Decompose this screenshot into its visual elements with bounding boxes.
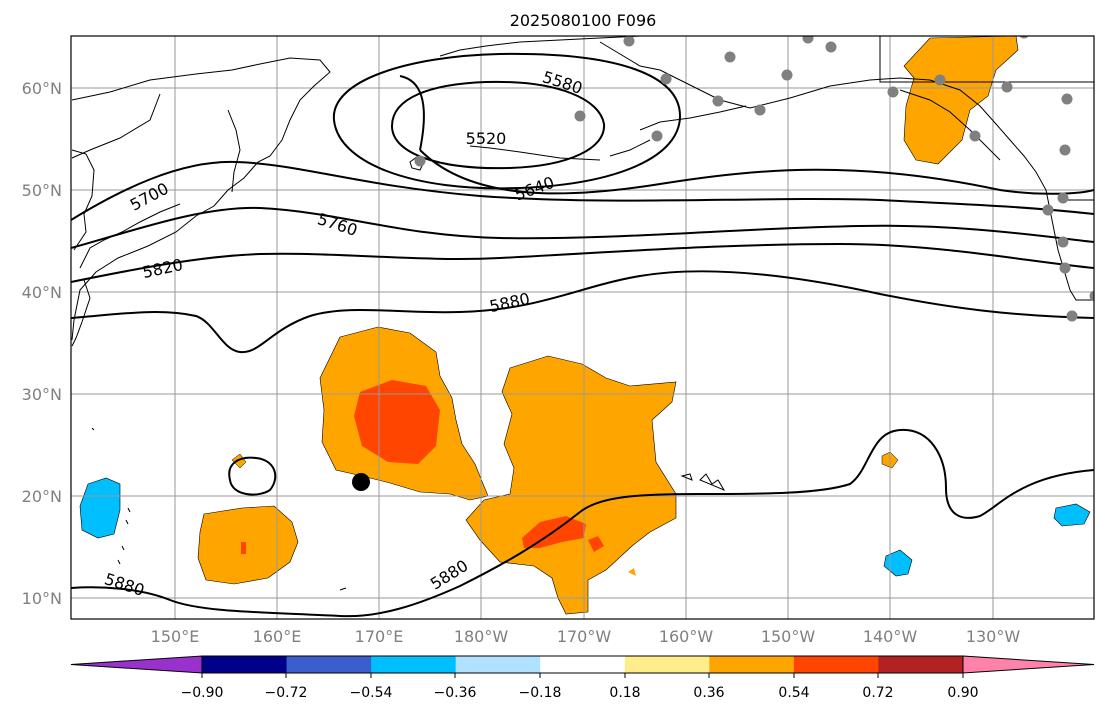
lon-label: 140°W — [863, 627, 918, 646]
lon-label: 180°W — [454, 627, 509, 646]
map-frame — [70, 35, 1095, 620]
colorbar-segment — [793, 656, 879, 673]
lat-label: 60°N — [22, 79, 62, 98]
colorbar-segment — [540, 656, 626, 673]
contour-5760 — [71, 206, 1094, 249]
colorbar-extension-high — [962, 655, 1095, 674]
anomaly-region-negative-west — [79, 477, 121, 539]
anomaly-region-negative-east1 — [883, 549, 913, 577]
colorbar-segments — [70, 655, 1095, 674]
lon-label: 150°E — [151, 627, 200, 646]
latitude-labels: 10°N 20°N 30°N 40°N 50°N 60°N — [22, 79, 62, 608]
colorbar-tick-label: −0.72 — [265, 685, 308, 701]
lat-label: 40°N — [22, 283, 62, 302]
positive-anomaly-areas — [197, 36, 1019, 615]
negative-anomaly-areas — [79, 477, 1091, 577]
contour-5700 — [71, 160, 1094, 221]
anomaly-region-negative-east2 — [1053, 503, 1091, 527]
colorbar-segment — [878, 656, 964, 673]
colorbar-tick-label: 0.54 — [778, 685, 809, 701]
contour-5820 — [71, 242, 1094, 283]
anomaly-region-west — [197, 505, 299, 585]
colorbar-segment — [624, 656, 710, 673]
lat-label: 10°N — [22, 589, 62, 608]
colorbar-tick-labels: −0.90 −0.72 −0.54 −0.36 −0.18 0.18 0.36 … — [181, 685, 979, 701]
lat-label: 30°N — [22, 385, 62, 404]
contour-label: 5520 — [466, 129, 507, 148]
colorbar-ticks — [201, 673, 964, 678]
coastlines — [71, 36, 1094, 591]
colorbar: −0.90 −0.72 −0.54 −0.36 −0.18 0.18 0.36 … — [70, 655, 1095, 701]
lon-label: 130°W — [966, 627, 1021, 646]
lon-label: 150°W — [761, 627, 816, 646]
lon-label: 170°E — [355, 627, 404, 646]
colorbar-tick-label: −0.54 — [350, 685, 393, 701]
colorbar-extension-low — [70, 655, 203, 674]
station-markers — [414, 36, 1094, 322]
contour-5880-south — [71, 428, 1094, 618]
anomaly-region-northamerica — [903, 36, 1019, 165]
colorbar-tick-label: 0.90 — [947, 685, 978, 701]
height-contours — [71, 52, 1094, 618]
colorbar-segment — [286, 656, 372, 673]
contour-5640-west — [399, 75, 425, 151]
contour-5880-loop — [228, 456, 277, 496]
colorbar-frame — [201, 655, 964, 674]
colorbar-tick-label: −0.90 — [181, 685, 224, 701]
anomaly-core-central — [354, 380, 440, 464]
colorbar-segment — [709, 656, 795, 673]
colorbar-tick-label: 0.36 — [693, 685, 724, 701]
contour-5880-main — [71, 270, 1094, 354]
contour-5640 — [419, 149, 1094, 195]
contour-5520 — [390, 80, 606, 170]
map-title: 2025080100 F096 — [510, 11, 657, 30]
colorbar-tick-label: −0.18 — [519, 685, 562, 701]
colorbar-tick-label: −0.36 — [434, 685, 477, 701]
lat-label: 20°N — [22, 487, 62, 506]
lon-label: 160°E — [253, 627, 302, 646]
lon-label: 170°W — [557, 627, 612, 646]
colorbar-segment — [202, 656, 288, 673]
map-gridlines — [71, 36, 1094, 619]
map-panel: 5520 5580 5640 5700 5760 5820 5880 5880 … — [70, 35, 1095, 620]
colorbar-segment — [455, 656, 541, 673]
location-marker — [352, 473, 370, 491]
contour-5580 — [332, 52, 682, 190]
colorbar-tick-label: 0.18 — [609, 685, 640, 701]
lon-label: 160°W — [659, 627, 714, 646]
lat-label: 50°N — [22, 181, 62, 200]
colorbar-segment — [371, 656, 457, 673]
longitude-labels: 150°E 160°E 170°E 180°W 170°W 160°W 150°… — [151, 627, 1021, 646]
colorbar-tick-label: 0.72 — [862, 685, 893, 701]
anomaly-region-east — [465, 355, 677, 615]
